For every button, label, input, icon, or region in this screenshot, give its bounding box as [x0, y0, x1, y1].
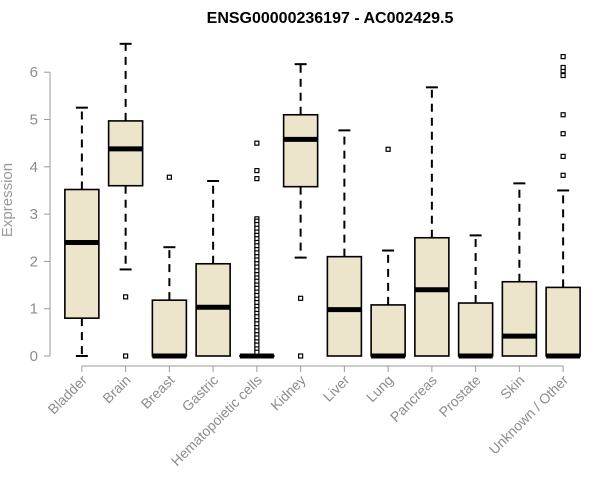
y-tick-label: 6	[30, 64, 38, 81]
box-iqr	[414, 236, 450, 357]
y-axis: 0 1 2 3 4 5 6	[30, 64, 51, 365]
outlier-point	[298, 295, 304, 301]
y-tick-label: 3	[30, 206, 38, 223]
x-tick-label: Breast	[138, 372, 178, 412]
box-group	[151, 174, 188, 359]
x-tick-label: Prostate	[436, 372, 484, 420]
outlier-point	[385, 146, 391, 152]
outlier-point	[254, 167, 260, 174]
box-group	[282, 63, 319, 359]
box-group	[239, 140, 275, 359]
x-tick-label: Unknown / Other	[486, 372, 572, 458]
box-group	[501, 182, 538, 357]
outlier-point	[298, 353, 304, 359]
x-tick-label: Brain	[99, 372, 133, 406]
outlier-point	[560, 172, 566, 178]
y-tick-label: 4	[30, 159, 38, 176]
outlier-point	[560, 53, 566, 60]
box-group	[64, 106, 100, 357]
chart-title: ENSG00000236197 - AC002429.5	[207, 10, 454, 27]
outlier-point	[560, 112, 566, 118]
box-iqr	[195, 262, 231, 357]
box-series	[64, 42, 581, 359]
box-iqr	[370, 304, 406, 357]
outlier-point	[254, 140, 260, 146]
box-group	[326, 129, 363, 357]
box-iqr	[457, 302, 494, 357]
x-tick-label: Gastric	[179, 372, 222, 415]
x-tick-label: Lung	[363, 372, 396, 405]
box-iqr	[107, 120, 144, 187]
box-iqr	[545, 286, 581, 357]
outlier-point	[560, 131, 566, 137]
y-tick-label: 5	[30, 112, 38, 129]
y-axis-label: Expression	[0, 163, 16, 237]
outlier-point	[123, 294, 129, 300]
y-tick-label: 2	[30, 253, 38, 270]
box-group	[107, 42, 144, 359]
x-tick-label: Bladder	[45, 372, 91, 418]
x-tick-label: Liver	[320, 372, 353, 405]
box-iqr	[64, 188, 100, 319]
x-tick-label: Pancreas	[387, 372, 440, 425]
y-tick-label: 0	[30, 348, 38, 365]
box-iqr	[282, 113, 319, 188]
box-group	[195, 179, 231, 357]
x-tick-label: Skin	[497, 372, 528, 403]
box-group	[414, 86, 450, 357]
outlier-point	[166, 174, 172, 180]
outlier-point	[560, 64, 566, 71]
box-iqr	[501, 280, 538, 357]
outlier-point	[254, 176, 260, 182]
y-tick-label: 1	[30, 301, 38, 318]
outlier-point	[123, 353, 129, 359]
box-group	[370, 146, 406, 359]
x-tick-label: Kidney	[267, 372, 309, 414]
box-iqr	[326, 255, 363, 357]
outlier-point	[254, 349, 260, 355]
outlier-point	[560, 72, 566, 79]
box-group	[545, 53, 581, 359]
box-iqr	[151, 299, 188, 357]
box-group	[457, 234, 494, 359]
outlier-point	[560, 153, 566, 159]
